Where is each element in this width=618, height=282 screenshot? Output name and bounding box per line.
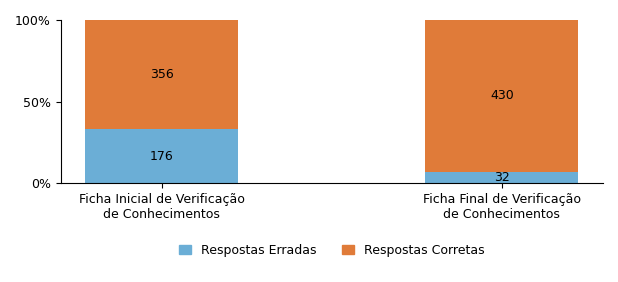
Legend: Respostas Erradas, Respostas Corretas: Respostas Erradas, Respostas Corretas <box>174 239 490 262</box>
Bar <box>85 20 239 129</box>
Bar <box>85 129 239 183</box>
Bar <box>425 172 578 183</box>
Text: 32: 32 <box>494 171 510 184</box>
Text: 430: 430 <box>490 89 514 102</box>
Bar <box>425 20 578 172</box>
Text: 176: 176 <box>150 150 174 163</box>
Text: 356: 356 <box>150 68 174 81</box>
